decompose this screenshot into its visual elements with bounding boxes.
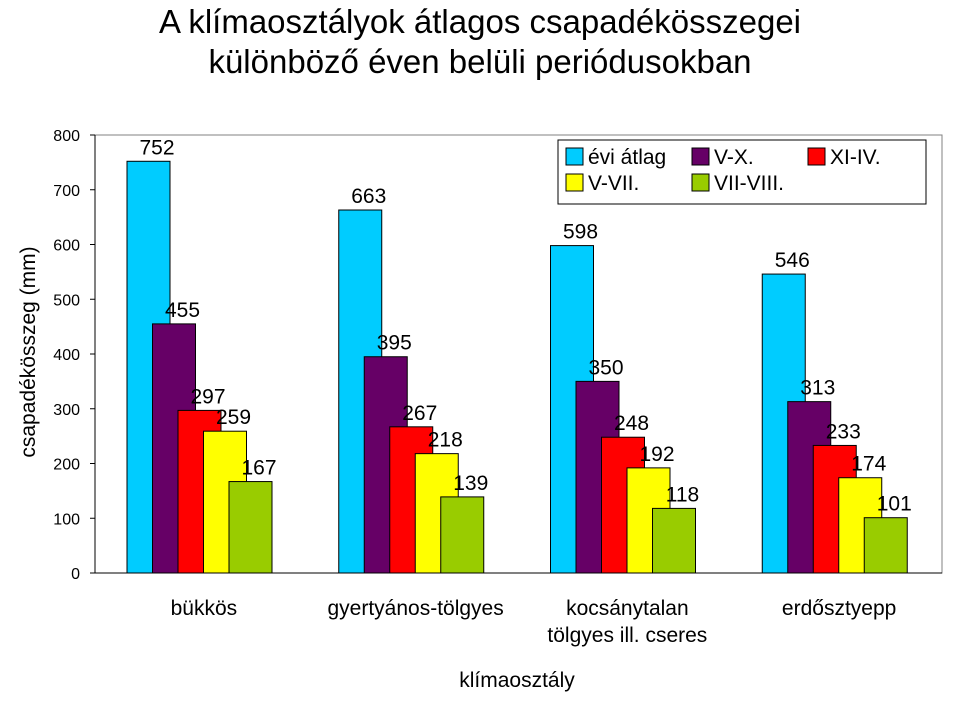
data-label: 233 [826,420,861,443]
data-label: 297 [190,385,225,408]
legend-swatch [692,148,709,165]
data-label: 167 [241,457,276,480]
category-label: tölgyes ill. cseres [547,624,707,647]
data-label: 313 [800,377,835,400]
data-label: 752 [139,136,174,159]
y-tick-label: 200 [53,457,80,474]
category-label: erdősztyepp [782,597,896,620]
category-label: kocsánytalan [566,597,689,620]
y-tick-label: 500 [53,292,80,309]
legend-swatch [808,148,825,165]
data-label: 546 [775,249,810,272]
x-axis-title: klímaosztály [459,669,575,692]
legend-swatch [566,148,583,165]
data-label: 395 [377,332,412,355]
y-tick-label: 700 [53,183,80,200]
bar [864,518,907,573]
legend-swatch [566,174,583,191]
data-label: 192 [639,443,674,466]
y-axis-title: csapadékösszeg (mm) [17,246,40,457]
data-label: 259 [216,406,251,429]
category-label: bükkös [171,597,238,620]
legend-swatch [692,174,709,191]
data-label: 218 [428,429,463,452]
y-tick-label: 300 [53,402,80,419]
data-label: 118 [666,483,699,506]
y-tick-label: 400 [53,347,80,364]
data-label: 248 [614,412,649,435]
y-tick-label: 600 [53,238,80,255]
y-tick-label: 0 [71,566,80,583]
data-label: 267 [402,402,437,425]
y-tick-label: 100 [53,511,80,528]
data-label: 455 [165,299,200,322]
legend-label: VII-VIII. [714,172,784,195]
category-label: gyertyános-tölgyes [327,597,503,620]
legend-label: V-X. [714,146,754,169]
bar [229,482,272,573]
y-tick-label: 800 [53,128,80,145]
legend-label: XI-IV. [830,146,881,169]
bar [441,497,484,573]
data-label: 174 [851,453,886,476]
data-label: 350 [588,356,623,379]
data-label: 598 [563,221,598,244]
bar [653,508,696,573]
legend-label: évi átlag [588,146,666,169]
legend-label: V-VII. [588,172,639,195]
data-label: 101 [877,493,912,516]
data-label: 663 [351,185,386,208]
data-label: 139 [453,472,488,495]
